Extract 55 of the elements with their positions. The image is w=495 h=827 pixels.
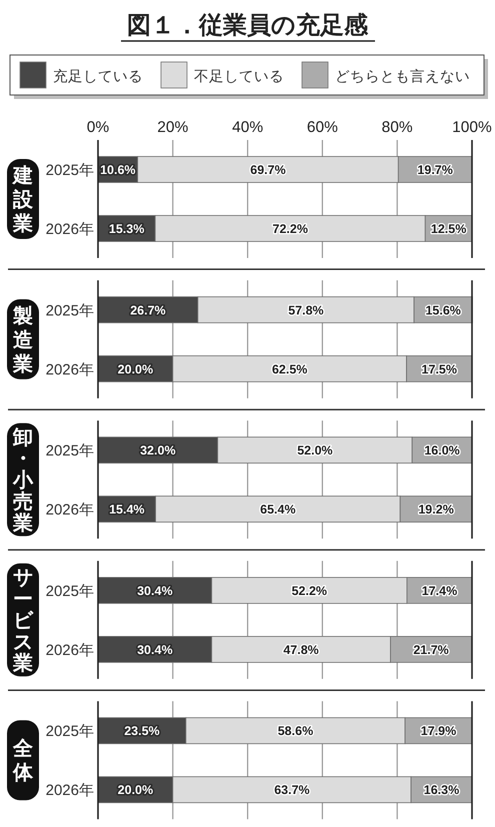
data-label: 63.7% bbox=[274, 783, 310, 798]
data-label: 21.7% bbox=[413, 642, 449, 657]
y-axis-title: 全体 bbox=[12, 738, 34, 784]
data-label: 23.5% bbox=[124, 724, 160, 738]
data-label: 30.4% bbox=[137, 584, 173, 598]
y-tick-label: 2025年 bbox=[46, 302, 94, 320]
y-tick-label: 2025年 bbox=[46, 442, 94, 460]
data-label: 17.5% bbox=[422, 362, 457, 376]
y-tick-label: 2026年 bbox=[46, 782, 94, 800]
data-label: 15.3% bbox=[108, 222, 144, 236]
x-tick-label: 80% bbox=[382, 119, 413, 136]
x-tick-label: 0% bbox=[86, 119, 110, 136]
x-tick-label: 60% bbox=[306, 119, 338, 136]
data-label: 69.7% bbox=[250, 163, 286, 177]
data-label: 20.0% bbox=[118, 362, 154, 376]
data-label: 16.0% bbox=[424, 444, 460, 458]
data-label: 30.4% bbox=[137, 642, 173, 657]
x-tick-label: 20% bbox=[157, 119, 189, 136]
data-label: 19.2% bbox=[418, 502, 454, 517]
y-tick-label: 2025年 bbox=[46, 162, 94, 179]
y-tick-label: 2026年 bbox=[46, 642, 94, 659]
data-label: 32.0% bbox=[140, 444, 176, 458]
data-label: 15.4% bbox=[109, 502, 145, 517]
data-label: 20.0% bbox=[118, 783, 154, 798]
data-label: 12.5% bbox=[430, 222, 466, 236]
data-label: 17.9% bbox=[420, 724, 456, 738]
data-label: 19.7% bbox=[417, 163, 453, 177]
data-label: 57.8% bbox=[288, 303, 324, 318]
legend-label: 不足している bbox=[194, 69, 284, 85]
data-label: 17.4% bbox=[422, 584, 458, 598]
y-axis-title: サービス業 bbox=[12, 567, 34, 675]
data-label: 62.5% bbox=[272, 362, 308, 376]
data-label: 65.4% bbox=[260, 502, 296, 517]
legend-label: 充足している bbox=[53, 68, 143, 85]
y-axis-title: 製造業 bbox=[12, 305, 33, 376]
y-axis-title: 卸・小売業 bbox=[12, 426, 34, 534]
data-label: 10.6% bbox=[100, 163, 136, 177]
y-axis-title: 建設業 bbox=[11, 165, 34, 235]
y-tick-label: 2026年 bbox=[46, 221, 94, 238]
data-label: 52.0% bbox=[297, 444, 333, 458]
x-tick-label: 100% bbox=[452, 119, 492, 136]
y-tick-label: 2026年 bbox=[46, 502, 94, 519]
x-tick-label: 40% bbox=[232, 119, 264, 136]
data-label: 26.7% bbox=[130, 303, 166, 318]
data-label: 72.2% bbox=[272, 222, 308, 236]
y-tick-label: 2026年 bbox=[46, 361, 94, 378]
y-tick-label: 2025年 bbox=[46, 582, 94, 600]
legend-label: どちらとも言えない bbox=[335, 68, 470, 85]
data-label: 15.6% bbox=[425, 303, 461, 318]
y-tick-label: 2025年 bbox=[46, 723, 94, 740]
data-label: 47.8% bbox=[283, 642, 319, 657]
data-label: 58.6% bbox=[278, 724, 314, 738]
data-label: 52.2% bbox=[292, 584, 328, 598]
data-label: 16.3% bbox=[424, 783, 460, 798]
chart-title: 図１．従業員の充足感 bbox=[127, 12, 369, 39]
